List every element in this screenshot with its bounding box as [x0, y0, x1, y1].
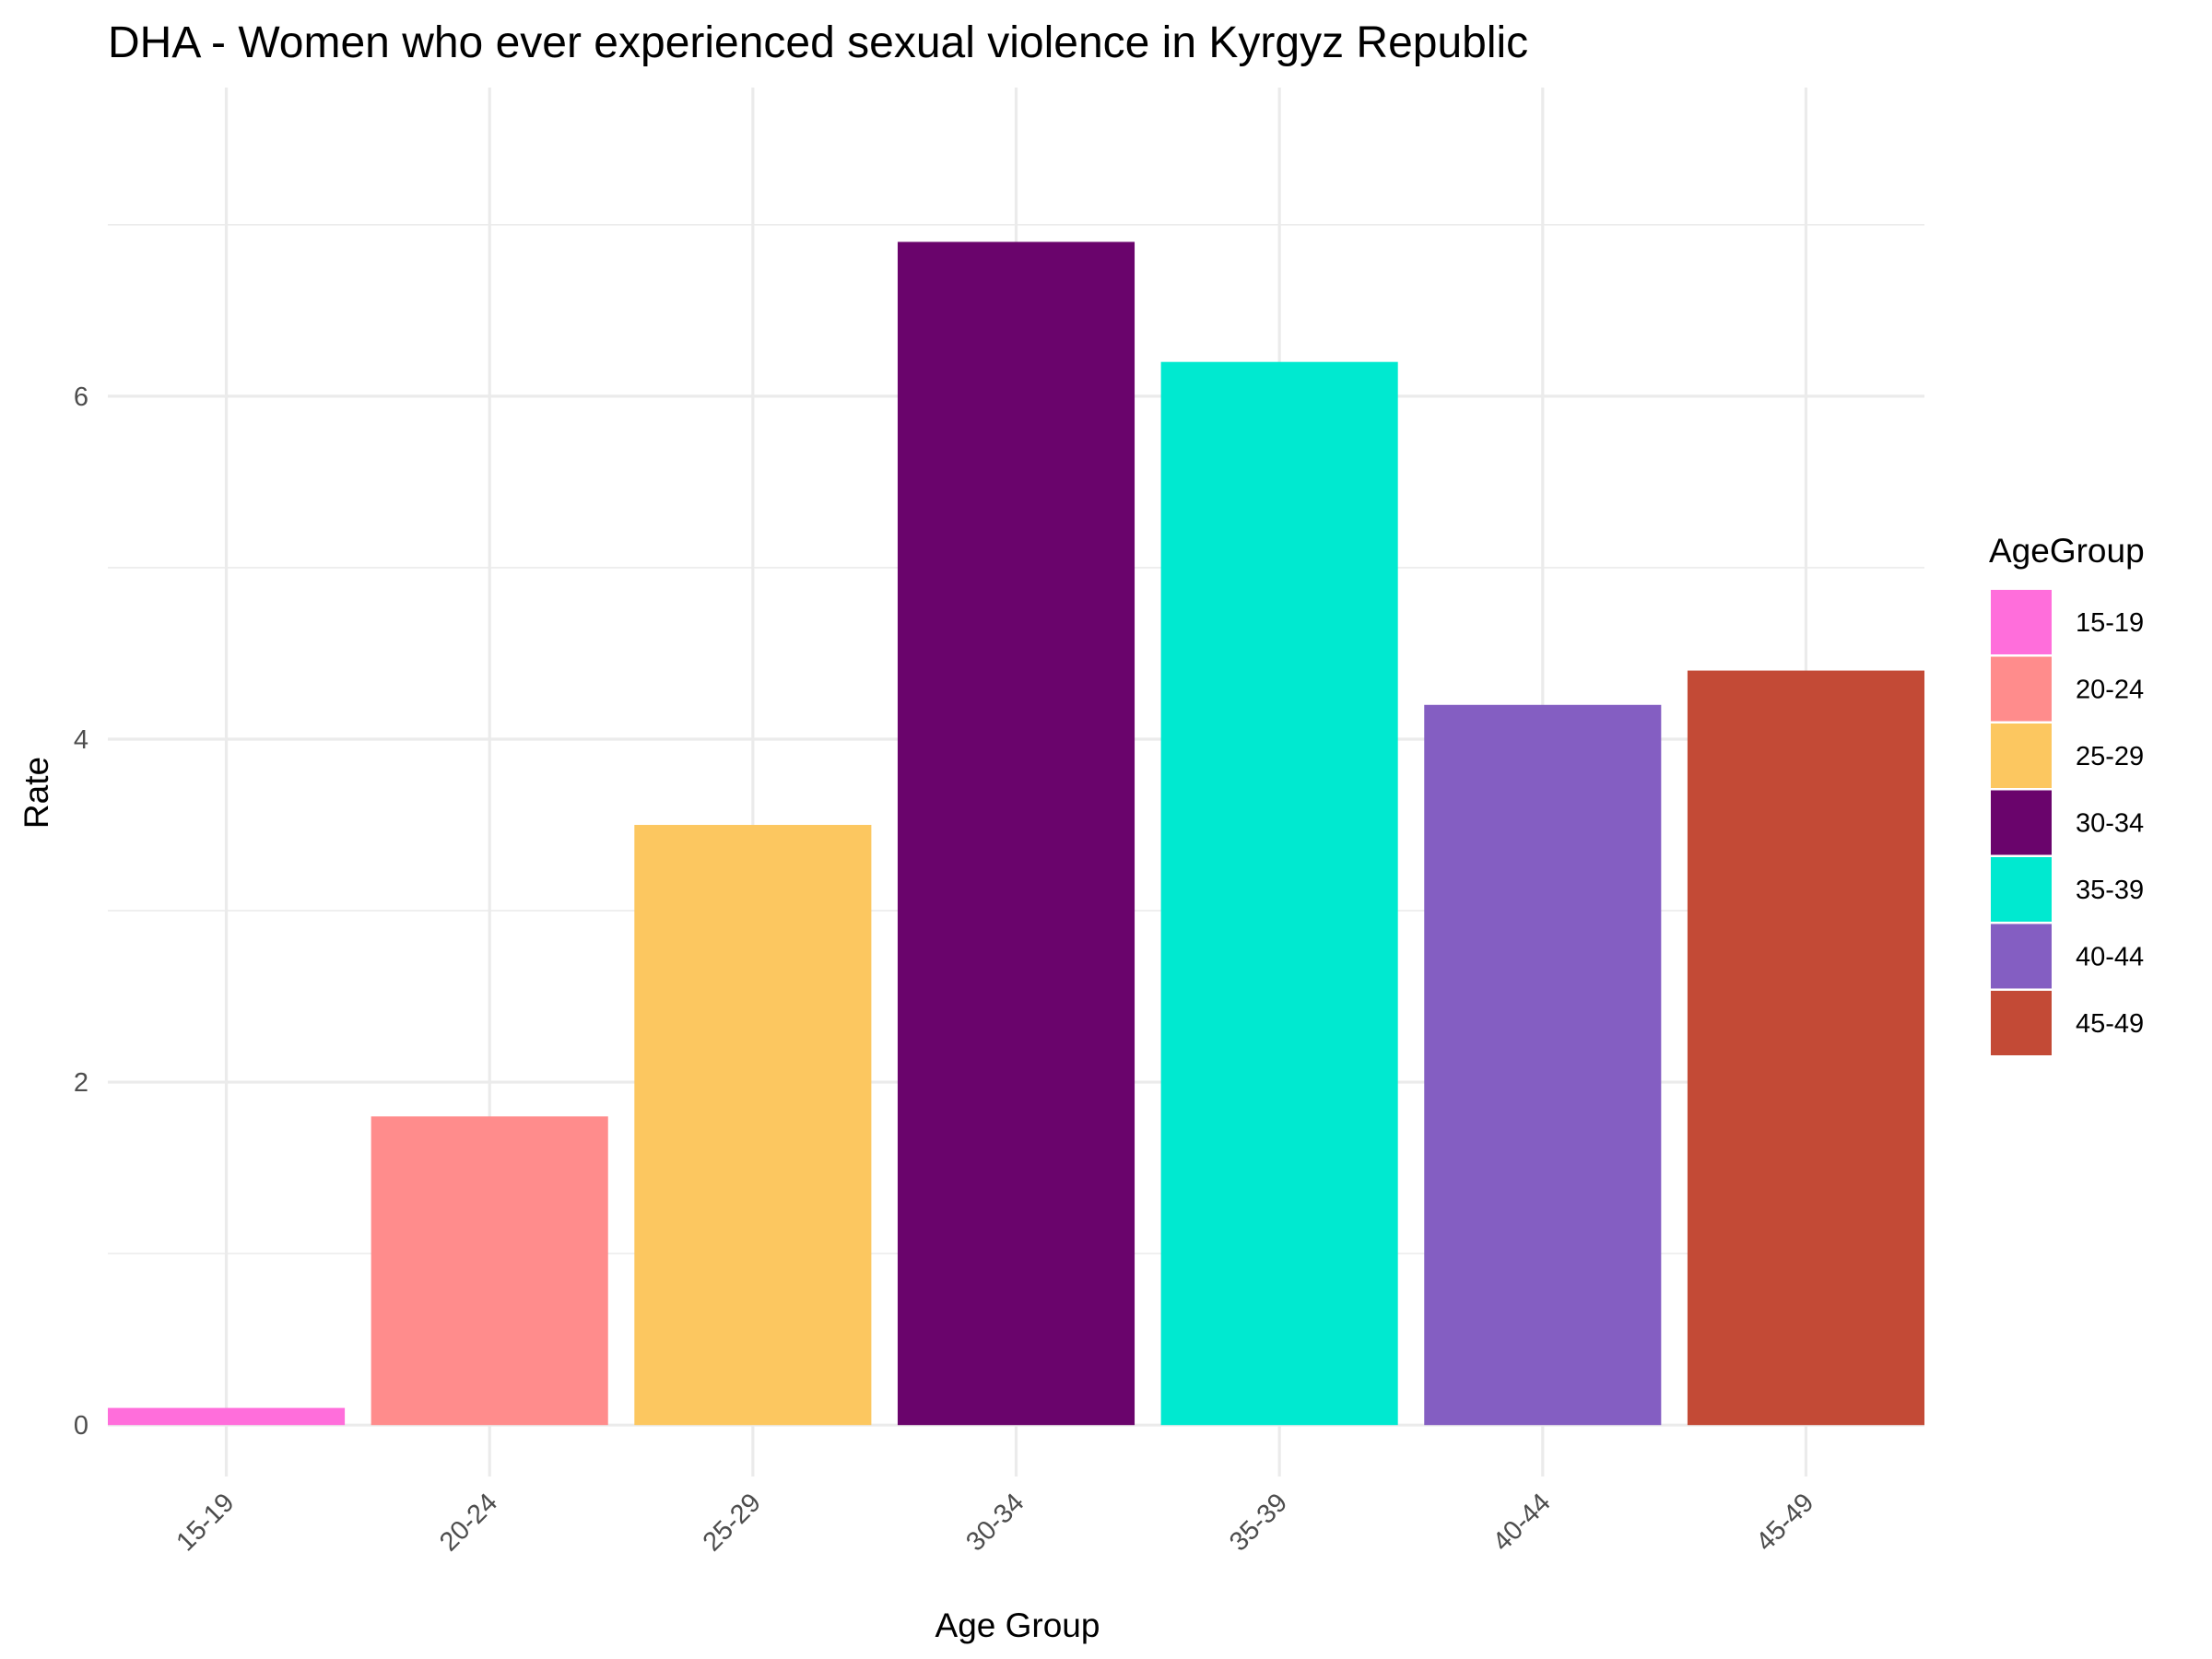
x-axis-title: Age Group — [935, 1606, 1100, 1644]
legend-swatch-45-49 — [1991, 991, 2052, 1055]
legend: AgeGroup 15-19 20-24 25-29 30-34 35-39 40-44 4… — [1989, 532, 2145, 1055]
legend-swatch-20-24 — [1991, 656, 2052, 722]
legend-label: 20-24 — [2076, 676, 2144, 705]
legend-swatch-25-29 — [1991, 724, 2052, 788]
x-tick-label: 15-19 — [171, 1488, 240, 1557]
x-tick-label: 35-39 — [1224, 1488, 1293, 1557]
y-axis-ticks: 0 2 4 6 — [74, 382, 88, 1441]
legend-label: 30-34 — [2076, 809, 2144, 839]
legend-title: AgeGroup — [1989, 532, 2145, 570]
x-tick-label: 40-44 — [1488, 1488, 1557, 1557]
x-tick-label: 45-49 — [1750, 1488, 1819, 1557]
y-axis-title: Rate — [18, 757, 55, 829]
bar-25-29 — [634, 825, 872, 1426]
chart-title: DHA - Women who ever experienced sexual … — [108, 18, 1528, 67]
legend-swatch-35-39 — [1991, 857, 2052, 922]
bar-20-24 — [371, 1116, 608, 1426]
legend-swatch-40-44 — [1991, 924, 2052, 989]
legend-label: 35-39 — [2076, 876, 2144, 905]
bars — [108, 241, 1924, 1426]
legend-swatch-30-34 — [1991, 790, 2052, 855]
bar-40-44 — [1424, 704, 1662, 1426]
x-tick-label: 30-34 — [960, 1488, 1030, 1557]
bar-30-34 — [897, 241, 1135, 1426]
y-tick-label: 4 — [74, 725, 88, 755]
legend-label: 25-29 — [2076, 742, 2144, 771]
legend-swatch-15-19 — [1991, 590, 2052, 654]
bar-45-49 — [1687, 670, 1924, 1426]
legend-label: 40-44 — [2076, 943, 2144, 972]
y-tick-label: 6 — [74, 382, 88, 412]
legend-label: 45-49 — [2076, 1009, 2144, 1039]
x-tick-label: 25-29 — [698, 1488, 767, 1557]
y-tick-label: 0 — [74, 1411, 88, 1441]
x-axis-ticks: 15-19 20-24 25-29 30-34 35-39 40-44 45-49 — [171, 1488, 1819, 1557]
bar-15-19 — [108, 1407, 346, 1426]
bar-35-39 — [1160, 361, 1398, 1426]
y-tick-label: 2 — [74, 1068, 88, 1098]
legend-items: 15-19 20-24 25-29 30-34 35-39 40-44 45-49 — [1991, 590, 2144, 1055]
x-tick-label: 20-24 — [434, 1488, 503, 1557]
legend-label: 15-19 — [2076, 608, 2144, 638]
